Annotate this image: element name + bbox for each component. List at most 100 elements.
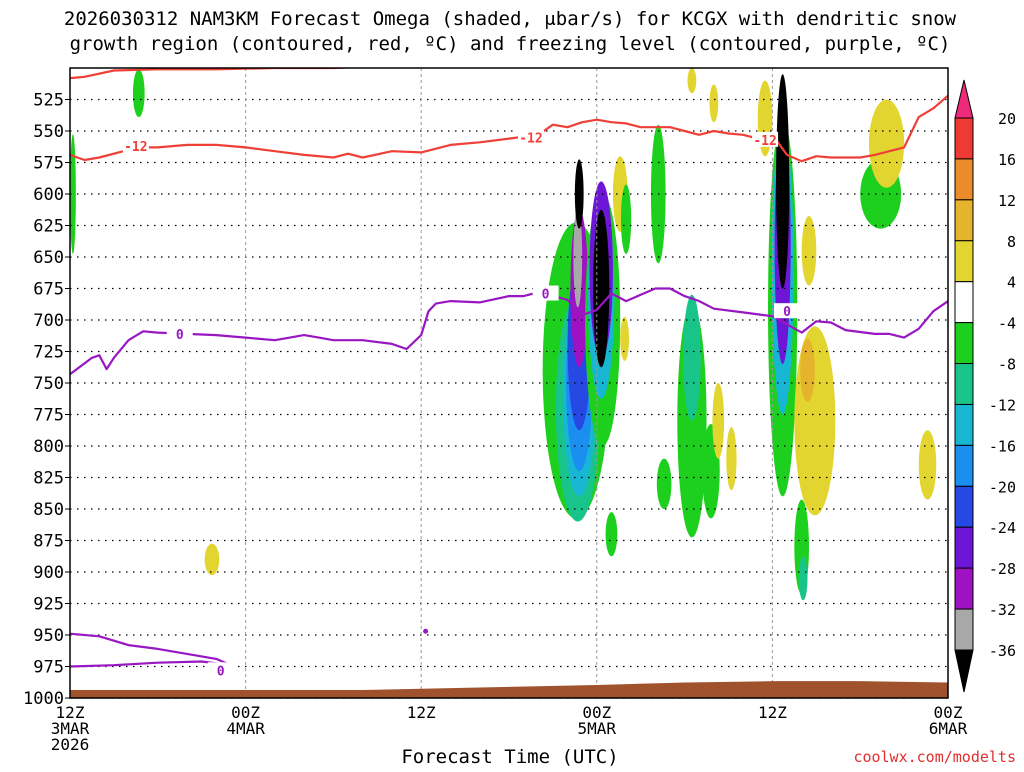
omega-blob-23	[712, 383, 725, 459]
omega-blob-0	[132, 69, 145, 118]
omega-blob-25	[709, 84, 719, 123]
x-tick-label-0-0: 12Z	[56, 703, 85, 722]
colorbar-label-3: 8	[1007, 233, 1016, 251]
freezing-dot	[423, 628, 429, 634]
omega-blob-31	[776, 74, 790, 289]
omega-blob-38	[868, 99, 905, 188]
contour-label-bg-freezing_level-0	[166, 325, 193, 341]
colorbar-label-11: -28	[989, 560, 1016, 578]
contour-layer: -12 -12 -12 0 0 0 0	[70, 68, 948, 679]
y-tick-label-675: 675	[33, 280, 64, 300]
colorbar-label-9: -20	[989, 478, 1016, 496]
omega-blob-9	[574, 159, 584, 229]
omega-blob-8	[573, 206, 583, 308]
x-tick-label-12-1: 4MAR	[226, 719, 265, 738]
colorbar-bin-2	[954, 199, 974, 242]
x-tick-label-0-1: 3MAR	[51, 719, 90, 738]
colorbar-label-2: 12	[998, 192, 1016, 210]
footer-credit: coolwx.com/modelts	[853, 748, 1016, 766]
colorbar-label-5: -4	[998, 315, 1016, 333]
colorbar-bin-1	[954, 158, 974, 201]
y-tick-label-850: 850	[33, 500, 64, 520]
colorbar-label-6: -8	[998, 356, 1016, 374]
colorbar-bin-8	[954, 444, 974, 487]
contour-label-freezing_level-2: 0	[783, 305, 791, 320]
x-tick-label-36-1: 5MAR	[578, 719, 617, 738]
contour-label-bg-dgz_lower-2	[752, 131, 779, 147]
omega-blob-34	[801, 216, 817, 286]
x-axis-label: Forecast Time (UTC)	[401, 746, 618, 768]
y-tick-label-1000: 1000	[23, 689, 64, 709]
omega-blob-36	[798, 556, 808, 601]
chart-title-line1: 2026030312 NAM3KM Forecast Omega (shaded…	[64, 8, 957, 30]
colorbar-label-8: -16	[989, 437, 1016, 455]
contour-label-freezing_level-1: 0	[542, 288, 550, 303]
colorbar-bin-3	[954, 240, 974, 283]
colorbar-label-7: -12	[989, 396, 1016, 414]
y-tick-label-975: 975	[33, 658, 64, 678]
y-tick-label-700: 700	[33, 311, 64, 331]
omega-blob-24	[726, 427, 737, 491]
y-tick-label-925: 925	[33, 595, 64, 615]
contour-label-bg-dgz_lower-1	[517, 129, 544, 145]
omega-blob-15	[620, 316, 629, 361]
omega-blob-39	[918, 430, 937, 500]
omega-blob-16	[620, 184, 632, 254]
y-tick-label-650: 650	[33, 248, 64, 268]
contour-freezing_level_low	[70, 632, 233, 668]
omega-blob-1	[70, 134, 76, 254]
y-tick-label-600: 600	[33, 185, 64, 205]
omega-blob-33	[800, 338, 815, 402]
colorbar-bottom-arrow	[954, 649, 974, 693]
x-tick-label-12-0: 00Z	[231, 703, 260, 722]
colorbar-label-1: 16	[998, 151, 1016, 169]
y-tick-label-900: 900	[33, 563, 64, 583]
y-tick-label-825: 825	[33, 469, 64, 489]
y-tick-label-800: 800	[33, 437, 64, 457]
y-tick-label-625: 625	[33, 217, 64, 237]
contour-label-dgz_lower-2: -12	[753, 134, 776, 149]
x-tick-label-24-0: 12Z	[407, 703, 436, 722]
y-tick-label-725: 725	[33, 343, 64, 363]
colorbar-label-0: 20	[998, 110, 1016, 128]
omega-blob-26	[687, 68, 697, 94]
x-tick-label-60-1: 6MAR	[929, 719, 968, 738]
omega-blob-32	[794, 326, 836, 516]
contour-label-dgz_lower-0: -12	[124, 140, 147, 155]
colorbar: 20 16 12 8 4 -4 -8 -12 -16 -20 -24 -28 -32 -36	[954, 79, 1016, 693]
y-tick-label-525: 525	[33, 91, 64, 111]
colorbar-bin-5	[954, 322, 974, 365]
colorbar-bin-6	[954, 363, 974, 405]
chart-title-line2: growth region (contoured, red, ºC) and f…	[70, 33, 951, 55]
y-tick-label-875: 875	[33, 532, 64, 552]
colorbar-bin-4	[954, 281, 974, 324]
x-tick-label-48-0: 12Z	[758, 703, 787, 722]
colorbar-bin-10	[954, 526, 974, 569]
omega-blob-21	[683, 294, 701, 421]
colorbar-label-13: -36	[989, 642, 1016, 660]
colorbar-label-12: -32	[989, 601, 1016, 619]
axis-layer: 525 550 575 600 625 650 675 700 725 750 775 800 825 8…	[23, 91, 968, 755]
contour-label-bg-freezing_level_low-0	[207, 662, 234, 678]
colorbar-label-4: 4	[1007, 274, 1016, 292]
surface-layer	[70, 681, 948, 698]
y-tick-label-575: 575	[33, 154, 64, 174]
contour-label-dgz_lower-1: -12	[519, 131, 542, 146]
colorbar-bin-12	[954, 608, 974, 651]
omega-blob-40	[204, 543, 220, 576]
x-tick-label-36-0: 00Z	[582, 703, 611, 722]
x-tick-label-60-0: 00Z	[934, 703, 963, 722]
colorbar-bin-7	[954, 403, 974, 446]
x-tick-label-0-2: 2026	[51, 735, 90, 754]
y-tick-label-775: 775	[33, 406, 64, 426]
colorbar-label-10: -24	[989, 519, 1016, 537]
colorbar-bin-9	[954, 485, 974, 528]
colorbar-bin-11	[954, 567, 974, 610]
contour-label-freezing_level_low-0: 0	[217, 664, 225, 679]
contour-label-freezing_level-0: 0	[176, 328, 184, 343]
colorbar-bin-0	[954, 117, 974, 160]
contour-label-bg-freezing_level-1	[532, 285, 559, 301]
y-tick-label-750: 750	[33, 374, 64, 394]
